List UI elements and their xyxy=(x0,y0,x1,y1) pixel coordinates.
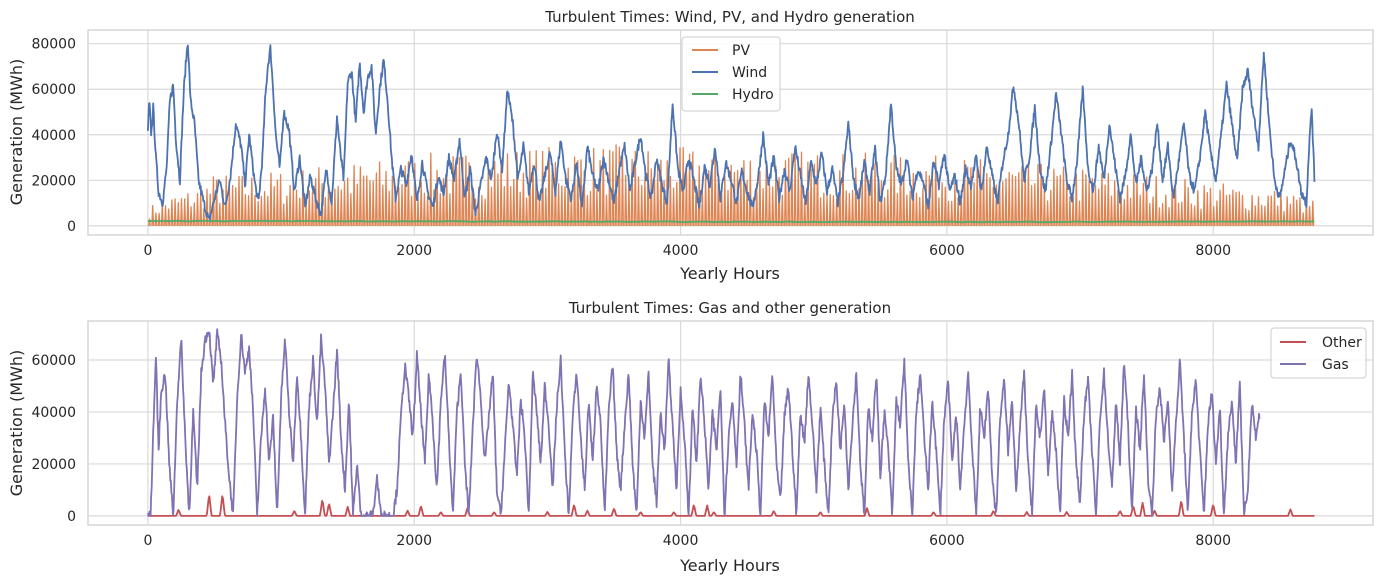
legend-hydro-label: Hydro xyxy=(732,87,774,103)
top-x-axis-label: Yearly Hours xyxy=(679,264,780,283)
top-chart-title: Turbulent Times: Wind, PV, and Hydro gen… xyxy=(544,8,915,26)
top-y-tick-label: 20000 xyxy=(31,173,76,189)
top-legend-box xyxy=(681,36,781,112)
bottom-y-tick-label: 60000 xyxy=(31,353,76,369)
top-series xyxy=(147,44,1316,226)
bottom-series xyxy=(147,328,1315,517)
legend-other-label: Other xyxy=(1322,335,1362,351)
bottom-x-axis-label: Yearly Hours xyxy=(679,556,780,575)
bottom-y-tick-label: 20000 xyxy=(31,457,76,473)
top-x-tick-label: 8000 xyxy=(1195,243,1231,259)
bottom-x-tick-label: 6000 xyxy=(929,533,965,549)
bottom-x-tick-label: 4000 xyxy=(663,533,699,549)
bottom-y-axis-label: Generation (MWh) xyxy=(7,350,26,497)
bottom-y-tick-label: 0 xyxy=(67,509,76,525)
top-y-tick-label: 0 xyxy=(67,219,76,235)
top-y-tick-label: 40000 xyxy=(31,128,76,144)
top-x-tick-label: 6000 xyxy=(929,243,965,259)
series-other-line xyxy=(147,495,1315,517)
top-x-tick-label: 4000 xyxy=(663,243,699,259)
bottom-subplot: 0 2000 4000 6000 8000 0 20000 40000 60000 Turbul… xyxy=(7,299,1374,575)
top-legend: PV Wind Hydro xyxy=(681,36,781,112)
top-y-tick-label: 80000 xyxy=(31,37,76,53)
legend-wind-label: Wind xyxy=(732,65,767,81)
bottom-tick-labels: 0 2000 4000 6000 8000 0 20000 40000 60000 xyxy=(31,353,1231,549)
legend-pv-label: PV xyxy=(732,43,750,59)
bottom-x-tick-label: 0 xyxy=(143,533,152,549)
bottom-x-tick-label: 8000 xyxy=(1195,533,1231,549)
series-hydro-line xyxy=(147,219,1315,224)
bottom-chart-title: Turbulent Times: Gas and other generatio… xyxy=(568,299,891,317)
legend-gas-label: Gas xyxy=(1322,357,1349,373)
top-x-tick-label: 2000 xyxy=(396,243,432,259)
top-y-tick-label: 60000 xyxy=(31,82,76,98)
top-x-tick-label: 0 xyxy=(143,243,152,259)
bottom-legend: Other Gas xyxy=(1270,327,1367,379)
bottom-legend-box xyxy=(1270,327,1367,379)
series-wind-line xyxy=(147,44,1316,221)
bottom-y-tick-label: 40000 xyxy=(31,405,76,421)
series-gas-line xyxy=(147,328,1261,517)
bottom-x-tick-label: 2000 xyxy=(396,533,432,549)
top-y-axis-label: Generation (MWh) xyxy=(7,59,26,206)
